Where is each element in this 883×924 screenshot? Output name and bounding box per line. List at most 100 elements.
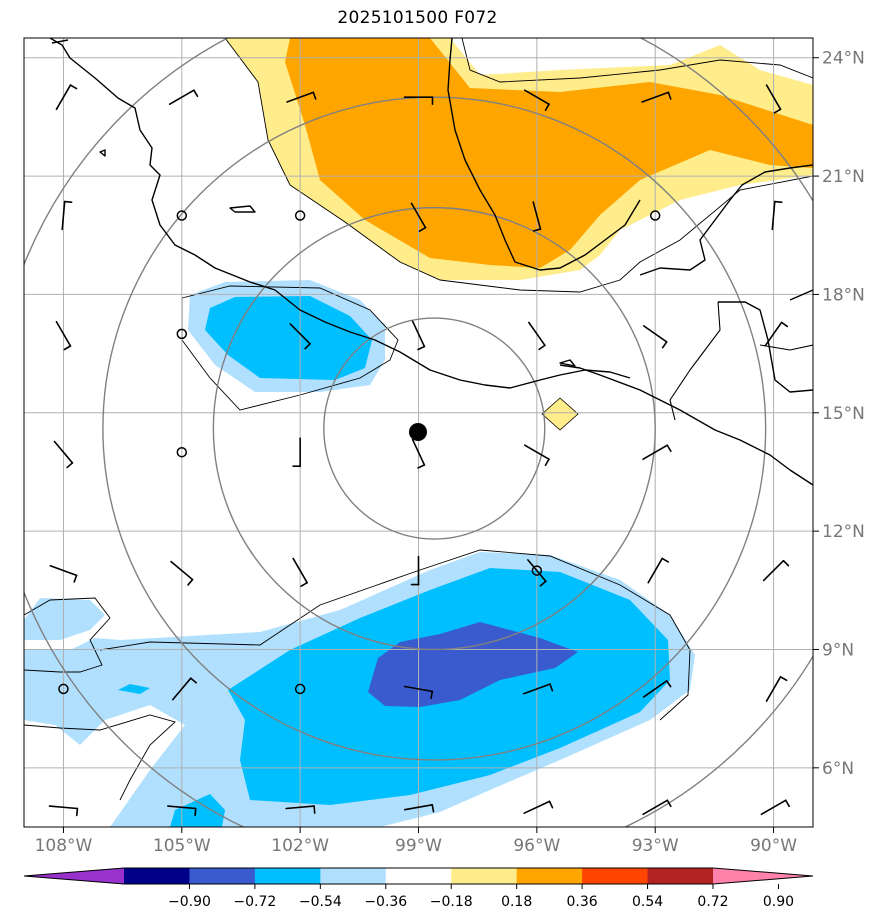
anomaly-contour-neg0.54-lower xyxy=(368,622,578,707)
colorbar-tick-label: 0.18 xyxy=(501,894,532,910)
contour-outline-positive xyxy=(224,38,813,293)
wind-barb xyxy=(765,676,788,702)
colorbar-tick-label: −0.54 xyxy=(299,894,342,910)
colorbar-segment xyxy=(385,868,452,884)
contour-outline-positive-top xyxy=(461,38,813,83)
colorbar-segment xyxy=(516,868,583,884)
calm-wind-circle xyxy=(649,210,661,221)
wind-barb xyxy=(523,444,550,467)
lon-tick-label: 96°W xyxy=(513,836,560,856)
lat-tick-label: 18°N xyxy=(822,285,865,305)
wind-barb xyxy=(528,321,546,351)
coastlines xyxy=(49,38,813,486)
map-area xyxy=(24,38,813,827)
colorbar-segment xyxy=(320,868,387,884)
anomaly-contour-neg0.36-upper xyxy=(205,296,372,380)
lon-tick-label: 99°W xyxy=(395,836,442,856)
range-ring xyxy=(323,317,546,540)
wind-barb xyxy=(61,200,73,231)
lon-tick-label: 108°W xyxy=(35,836,93,856)
wind-barb xyxy=(168,89,199,105)
coastline-pacific-mexico xyxy=(49,38,631,389)
wind-barb xyxy=(411,320,426,351)
wind-barb xyxy=(48,805,79,817)
island-3 xyxy=(559,359,576,367)
range-ring xyxy=(212,206,656,651)
wind-barb xyxy=(49,564,78,583)
contour-outline-lower-negative xyxy=(24,597,111,673)
contour-outline-lower-negative-main xyxy=(99,549,691,721)
axis-ticks: 108°W 105°W 102°W 99°W 96°W 93°W 90°W 6°N 9°N 12°… xyxy=(35,49,865,856)
lat-tick-label: 24°N xyxy=(822,49,865,69)
colorbar-tick-label: 0.36 xyxy=(567,894,598,910)
map-gridlines xyxy=(24,38,813,827)
wind-barb xyxy=(764,321,789,347)
wind-barb xyxy=(523,89,550,112)
colorbar-segment xyxy=(451,868,518,884)
wind-barb xyxy=(641,91,672,103)
colorbar-tick-label: 0.54 xyxy=(632,894,663,910)
colorbar-segment xyxy=(254,868,321,884)
map-title: 2025101500 F072 xyxy=(337,8,498,28)
anomaly-patch-small-left xyxy=(118,684,150,694)
coastline-yucatan xyxy=(639,164,813,276)
wind-barb xyxy=(289,323,311,350)
island-1 xyxy=(99,149,106,157)
wind-barb xyxy=(170,560,194,586)
calm-wind-circle xyxy=(176,446,188,458)
island-2 xyxy=(229,205,256,213)
contour-outline-upper-negative xyxy=(181,285,399,411)
colorbar-tick-label: 0.90 xyxy=(763,894,794,910)
colorbar-segment xyxy=(647,868,714,884)
calm-wind-circle xyxy=(294,683,306,695)
colorbar: −0.90 −0.72 −0.54 −0.36 −0.18 0.18 0.36 0.54 0.7… xyxy=(23,867,814,910)
range-rings xyxy=(24,38,813,827)
wind-barb xyxy=(411,438,426,469)
lat-tick-label: 21°N xyxy=(822,167,865,187)
wind-barb xyxy=(765,84,782,114)
wind-barb xyxy=(167,805,197,817)
wind-barb xyxy=(760,799,790,816)
wind-barb xyxy=(55,320,72,351)
coastline-central-america xyxy=(718,301,813,393)
wind-barb xyxy=(527,559,547,587)
coastline-honduras xyxy=(789,289,813,301)
contour-outlines xyxy=(24,38,813,801)
lat-tick-label: 12°N xyxy=(822,522,865,542)
lat-tick-label: 9°N xyxy=(822,640,854,660)
colorbar-segment xyxy=(124,868,190,884)
wind-barb xyxy=(410,202,427,232)
wind-barbs xyxy=(48,84,790,817)
colorbar-tick-label: −0.72 xyxy=(233,894,276,910)
calm-wind-circle xyxy=(58,683,69,695)
lon-tick-label: 93°W xyxy=(632,836,679,856)
colorbar-segment xyxy=(189,868,256,884)
wind-barb xyxy=(647,557,670,584)
center-marker xyxy=(409,423,427,441)
lat-tick-label: 6°N xyxy=(822,759,854,779)
lon-tick-label: 90°W xyxy=(750,836,797,856)
wind-barb xyxy=(410,555,420,586)
colorbar-tick-label: −0.18 xyxy=(430,894,473,910)
wind-barb xyxy=(642,444,672,461)
wind-barb xyxy=(642,325,668,349)
country-border-1 xyxy=(669,301,721,421)
wind-barb xyxy=(53,440,74,469)
wind-barb xyxy=(285,805,316,814)
colorbar-tick-label: 0.72 xyxy=(697,894,728,910)
calm-wind-circle xyxy=(531,565,543,576)
lat-tick-label: 15°N xyxy=(822,404,865,424)
colorbar-tick-label: −0.36 xyxy=(364,894,407,910)
wind-barb xyxy=(292,437,301,468)
lon-tick-label: 105°W xyxy=(153,836,211,856)
anomaly-contour-0.36 xyxy=(285,38,813,268)
coastline-baja-fragment xyxy=(51,39,69,44)
calm-wind-circle xyxy=(176,328,188,340)
wind-barb xyxy=(523,800,554,814)
colorbar-extend-low xyxy=(24,868,124,884)
wind-barb xyxy=(292,557,308,587)
coastline-pacific-guatemala xyxy=(559,364,813,486)
wind-barb xyxy=(771,200,783,231)
colorbar-tick-label: −0.90 xyxy=(168,894,211,910)
